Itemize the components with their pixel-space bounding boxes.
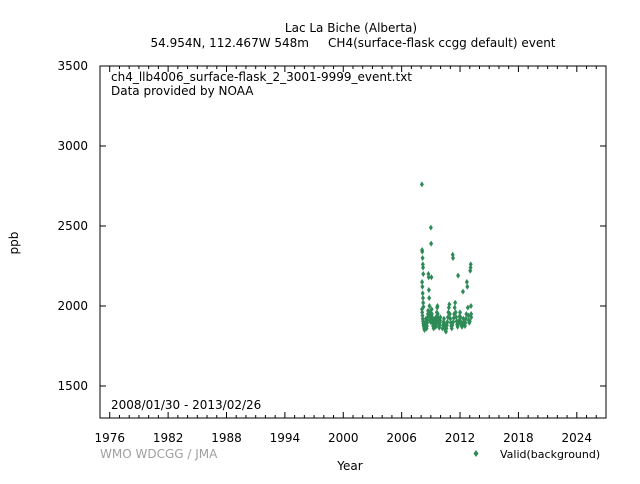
data-point [435,303,440,309]
data-point [438,314,443,321]
data-point [428,224,433,231]
data-point [447,311,452,317]
data-point [448,315,453,322]
data-point [465,283,470,290]
data-point [469,314,474,321]
data-point [429,306,434,313]
x-tick-label: 1982 [153,431,184,445]
file-label: ch4_llb4006_surface-flask_2_3001-9999_ev… [111,70,412,84]
x-axis-label: Year [336,459,362,473]
x-tick-label: 1994 [270,431,301,445]
y-tick-label: 2500 [57,219,88,233]
data-point [460,288,465,295]
x-tick-label: 1976 [94,431,125,445]
y-tick-label: 1500 [57,379,88,393]
data-point [452,304,457,311]
data-point [463,319,468,326]
data-points [419,181,474,335]
y-tick-label: 3500 [57,59,88,73]
x-tick-label: 2006 [386,431,417,445]
data-point [451,255,456,261]
data-point [420,283,425,290]
legend-label: Valid(background) [500,448,600,461]
data-point [427,303,432,309]
x-tick-label: 2018 [503,431,534,445]
data-point [469,311,474,317]
data-point [468,303,473,309]
data-point [454,314,459,321]
data-point [468,261,473,268]
data-point [456,272,461,279]
legend-marker [473,450,479,457]
axis-ticks: 1976 1982 1988 1994 2000 2006 2012 2018 2024 1500… [57,59,607,445]
data-point [435,311,440,317]
data-point [453,309,458,316]
chart-subtitle: 54.954N, 112.467W 548m CH4(surface-flask… [150,36,555,50]
x-tick-label: 2012 [445,431,476,445]
data-point [429,274,434,281]
y-axis-label: ppb [7,232,21,255]
data-point [420,279,425,285]
data-point [420,295,425,301]
data-point [458,309,463,316]
data-point [421,264,426,271]
data-point [420,255,425,261]
y-tick-label: 2000 [57,299,88,313]
data-point [447,301,452,308]
provider-label: Data provided by NOAA [111,84,254,98]
data-point [419,181,424,188]
data-point [420,248,425,255]
data-point [421,271,426,277]
chart-title: Lac La Biche (Alberta) [285,21,417,35]
data-point [445,319,450,325]
data-point [426,274,431,281]
data-point [420,290,425,297]
data-point [465,304,470,311]
data-point [467,318,472,325]
data-point [429,240,434,247]
y-tick-label: 3000 [57,139,88,153]
credit-label: WMO WDCGG / JMA [100,447,218,461]
data-point [427,295,432,301]
data-point [421,299,426,306]
date-range-label: 2008/01/30 - 2013/02/26 [111,398,261,412]
data-point [426,287,431,293]
data-point [453,299,458,306]
x-tick-label: 2000 [328,431,359,445]
x-tick-label: 1988 [211,431,242,445]
data-point [464,279,469,285]
data-point [451,319,456,325]
x-tick-label: 2024 [562,431,593,445]
data-point [441,315,446,322]
plot-frame [99,65,607,419]
